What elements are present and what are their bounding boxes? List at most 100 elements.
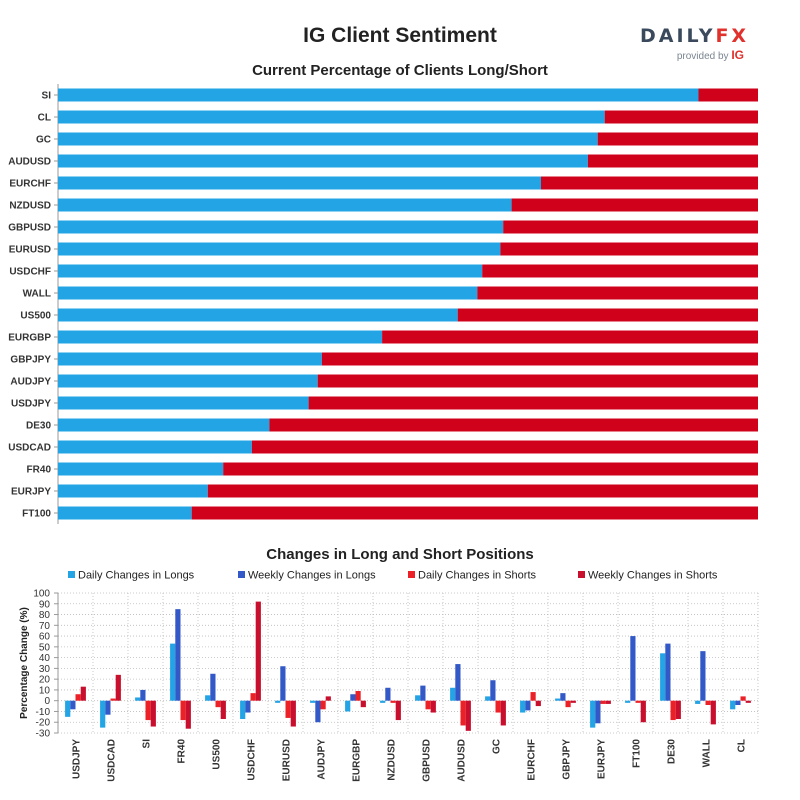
change-bar-wall-s2	[700, 651, 706, 701]
change-bar-fr40-s1	[170, 643, 176, 701]
y-tick-label: 10	[39, 685, 51, 696]
change-bar-usdchf-s4	[255, 601, 261, 701]
change-bar-gc-s2	[490, 680, 496, 701]
change-bar-us500-s2	[210, 673, 216, 701]
change-bar-usdchf-s1	[240, 700, 246, 719]
change-bar-usdjpy-s2	[70, 700, 76, 710]
change-bar-de30-s1	[660, 653, 666, 701]
y-tick-label: 40	[39, 653, 51, 664]
y-tick-label: 80	[39, 610, 51, 621]
change-bar-cl-s3	[740, 696, 746, 701]
y-tick-label: 20	[39, 675, 51, 686]
long-bar-gbpusd	[58, 220, 504, 234]
change-bar-audusd-s4	[465, 700, 471, 731]
x-label-gc: GC	[492, 739, 503, 754]
category-label-ft100: FT100	[22, 509, 51, 520]
change-bar-cl-s4	[745, 700, 751, 703]
change-bar-de30-s2	[665, 643, 671, 701]
category-label-cl: CL	[38, 113, 51, 124]
change-bar-usdcad-s1	[100, 700, 106, 728]
change-bar-gbpjpy-s1	[555, 698, 561, 701]
change-bar-eurgbp-s3	[355, 691, 361, 701]
x-label-usdcad: USDCAD	[107, 739, 118, 782]
change-bar-gbpusd-s4	[430, 700, 436, 713]
category-label-eurusd: EURUSD	[9, 245, 51, 256]
category-label-si: SI	[42, 91, 52, 102]
change-bar-wall-s4	[710, 700, 716, 725]
x-label-usdjpy: USDJPY	[72, 739, 83, 779]
long-bar-wall	[58, 286, 478, 300]
short-bar-nzdusd	[511, 198, 758, 212]
logo-fx: FX	[715, 25, 750, 47]
category-label-eurjpy: EURJPY	[11, 487, 51, 498]
change-bar-audjpy-s3	[320, 700, 326, 710]
x-label-de30: DE30	[667, 739, 678, 764]
change-bar-usdcad-s3	[110, 698, 116, 701]
short-bar-fr40	[223, 462, 758, 476]
change-bar-us500-s3	[215, 700, 221, 708]
long-bar-eurchf	[58, 176, 541, 190]
category-label-usdchf: USDCHF	[9, 267, 51, 278]
y-tick-label: -10	[36, 707, 51, 718]
short-bar-gbpjpy	[321, 352, 758, 366]
change-bar-si-s4	[150, 700, 156, 727]
change-bar-de30-s3	[670, 700, 676, 721]
change-bar-eurchf-s2	[525, 700, 531, 711]
change-bar-eurusd-s4	[290, 700, 296, 727]
long-bar-audjpy	[58, 374, 318, 388]
short-bar-cl	[604, 110, 758, 124]
x-label-gbpjpy: GBPJPY	[562, 739, 573, 780]
short-bar-wall	[477, 286, 758, 300]
category-label-usdjpy: USDJPY	[11, 399, 51, 410]
category-label-audjpy: AUDJPY	[10, 377, 51, 388]
change-bar-gc-s1	[485, 696, 491, 701]
x-label-eurchf: EURCHF	[527, 739, 538, 781]
legend-label-4: Weekly Changes in Shorts	[588, 570, 718, 582]
short-bar-usdjpy	[308, 396, 758, 410]
change-bar-us500-s4	[220, 700, 226, 719]
change-bar-eurjpy-s2	[595, 700, 601, 724]
change-bar-wall-s1	[695, 700, 701, 704]
change-bar-gc-s4	[500, 700, 506, 726]
change-bar-audjpy-s4	[325, 696, 331, 701]
changes-chart-title: Changes in Long and Short Positions	[266, 546, 534, 563]
change-bar-usdjpy-s1	[65, 700, 71, 717]
long-bar-cl	[58, 110, 605, 124]
change-bar-eurgbp-s2	[350, 694, 356, 701]
long-bar-gbpjpy	[58, 352, 322, 366]
change-bar-gbpjpy-s4	[570, 700, 576, 703]
long-bar-nzdusd	[58, 198, 512, 212]
category-label-nzdusd: NZDUSD	[9, 201, 51, 212]
change-bar-gbpusd-s3	[425, 700, 431, 710]
change-bar-ft100-s3	[635, 700, 641, 703]
change-bar-eurusd-s2	[280, 666, 286, 701]
change-bar-eurusd-s1	[275, 700, 281, 703]
change-bar-ft100-s4	[640, 700, 646, 723]
short-bar-eurusd	[500, 242, 758, 256]
y-axis-title: Percentage Change (%)	[19, 607, 30, 719]
change-bar-eurchf-s1	[520, 700, 526, 713]
short-bar-gbpusd	[503, 220, 758, 234]
y-tick-label: 30	[39, 664, 51, 675]
change-bar-eurjpy-s4	[605, 700, 611, 704]
category-label-usdcad: USDCAD	[8, 443, 51, 454]
x-label-ft100: FT100	[632, 739, 643, 768]
change-bar-eurchf-s3	[530, 692, 536, 701]
sentiment-bar-chart: SI CL GC AUDUSD EURCHF NZDUSD GBPUSD EURUSD USDC…	[8, 84, 759, 524]
change-bar-cl-s2	[735, 700, 741, 705]
long-bar-audusd	[58, 154, 588, 168]
category-label-de30: DE30	[26, 421, 51, 432]
x-label-eurusd: EURUSD	[282, 739, 293, 781]
change-bar-ft100-s1	[625, 700, 631, 703]
change-bar-usdcad-s4	[115, 674, 121, 701]
change-bar-gbpusd-s2	[420, 685, 426, 701]
legend-label-1: Daily Changes in Longs	[78, 570, 195, 582]
long-bar-us500	[58, 308, 458, 322]
x-label-audusd: AUDUSD	[457, 739, 468, 782]
change-bar-si-s2	[140, 689, 146, 701]
chart-title: IG Client Sentiment	[303, 24, 497, 47]
change-bar-gc-s3	[495, 700, 501, 713]
change-bar-si-s3	[145, 700, 151, 721]
x-label-gbpusd: GBPUSD	[422, 739, 433, 782]
x-label-si: SI	[142, 739, 153, 749]
